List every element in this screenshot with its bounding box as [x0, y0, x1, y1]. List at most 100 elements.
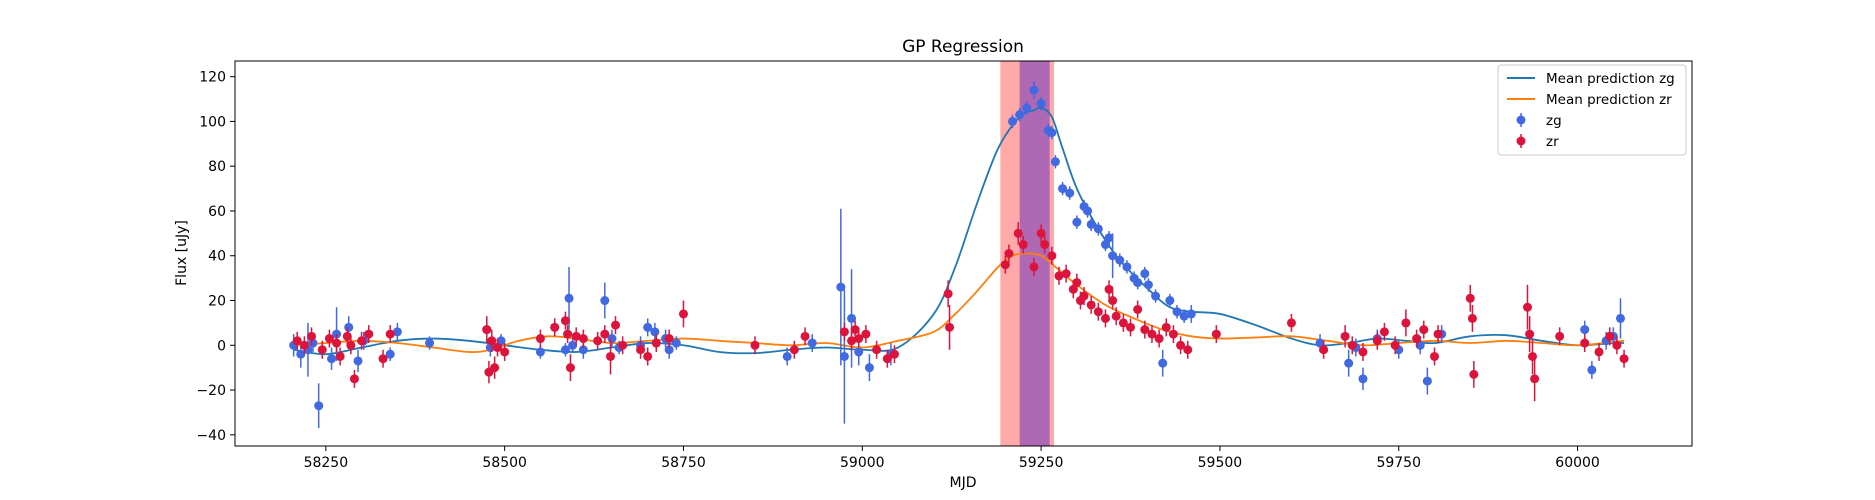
zr-point [1176, 340, 1186, 350]
zr-point [1133, 304, 1143, 314]
zr-point [1467, 313, 1477, 323]
zg-point [1186, 309, 1196, 319]
y-axis: −40 −20 0 20 40 60 80 100 120 [196, 70, 235, 444]
zr-point [1147, 329, 1157, 339]
zr-point [487, 336, 497, 346]
zr-point [943, 289, 953, 299]
zr-point [678, 309, 688, 319]
zg-point [600, 296, 610, 306]
zg-point [1100, 240, 1110, 250]
zr-point [317, 345, 327, 355]
zr-point [1061, 269, 1071, 279]
zg-point [1415, 340, 1425, 350]
zr-point [945, 322, 955, 332]
zg-point [1615, 313, 1625, 323]
zr-point [1340, 331, 1350, 341]
zr-point [1419, 325, 1429, 335]
x-tick-label: 58500 [482, 455, 527, 471]
line-mean-prediction-zr [293, 252, 1625, 353]
zr-point [346, 340, 356, 350]
y-tick-label: 80 [208, 159, 226, 175]
zr-point [550, 322, 560, 332]
zr-point [1619, 354, 1629, 364]
zg-point [807, 338, 817, 348]
zr-point [342, 331, 352, 341]
legend-label-zr-line: Mean prediction zr [1546, 92, 1672, 108]
zr-point [560, 316, 570, 326]
zr-point [1126, 322, 1136, 332]
zr-point [299, 340, 309, 350]
x-tick-label: 58750 [661, 455, 706, 471]
zr-point [378, 354, 388, 364]
zr-point [1286, 318, 1296, 328]
zr-point [1018, 240, 1028, 250]
zr-point [1401, 318, 1411, 328]
y-axis-label: Flux [uJy] [174, 220, 190, 286]
zg-point [1422, 376, 1432, 386]
zr-point [882, 354, 892, 364]
zg-point [839, 351, 849, 361]
zg-point [1133, 278, 1143, 288]
y-tick-label: −40 [196, 428, 226, 444]
legend-swatch-zr-point [1516, 136, 1526, 146]
zg-point [1072, 217, 1082, 227]
zg-point [560, 345, 570, 355]
y-tick-label: 20 [208, 294, 226, 310]
zg-point [1083, 206, 1093, 216]
zg-point [1104, 233, 1114, 243]
zr-point [839, 327, 849, 337]
zg-point [1093, 224, 1103, 234]
zg-point [496, 336, 506, 346]
zg-point [296, 349, 306, 359]
zg-point [353, 356, 363, 366]
zr-point [493, 343, 503, 353]
zr-point [600, 329, 610, 339]
zr-point [571, 331, 581, 341]
zg-point [1165, 296, 1175, 306]
zg-point [578, 345, 588, 355]
zr-point [1183, 345, 1193, 355]
zg-point [864, 363, 874, 373]
zg-point [1122, 262, 1132, 272]
zr-point [482, 325, 492, 335]
zg-point [1047, 128, 1057, 138]
zr-point [1086, 300, 1096, 310]
zr-point [535, 334, 545, 344]
zr-point [1029, 262, 1039, 272]
zg-point [392, 327, 402, 337]
zg-point [1358, 374, 1368, 384]
zr-point [1068, 284, 1078, 294]
zr-point [578, 334, 588, 344]
zr-point [1605, 331, 1615, 341]
zg-point [671, 338, 681, 348]
zg-point [1022, 103, 1032, 113]
zg-point [836, 282, 846, 292]
zr-point [1072, 278, 1082, 288]
points-zr [292, 222, 1629, 402]
zr-point [1161, 322, 1171, 332]
y-tick-label: 40 [208, 249, 226, 265]
zg-point [314, 401, 324, 411]
zg-point [385, 349, 395, 359]
zr-point [292, 336, 302, 346]
x-tick-label: 59750 [1376, 455, 1421, 471]
zr-point [1004, 249, 1014, 258]
zg-point [568, 340, 578, 350]
zg-point [1172, 307, 1182, 317]
zr-point [1530, 374, 1540, 384]
zr-point [1000, 260, 1010, 270]
zg-point [650, 327, 660, 337]
zr-point [593, 336, 603, 346]
x-tick-label: 59250 [1019, 455, 1064, 471]
zr-point [364, 329, 374, 339]
zg-point [1015, 110, 1025, 120]
zr-point [854, 334, 864, 344]
zg-point [425, 338, 435, 348]
y-tick-label: 60 [208, 204, 226, 220]
zr-point [1525, 329, 1535, 339]
zg-point [1036, 99, 1046, 109]
y-tick-label: 0 [217, 338, 226, 354]
zr-point [664, 334, 674, 344]
zr-point [847, 336, 857, 346]
zr-point [349, 374, 359, 384]
